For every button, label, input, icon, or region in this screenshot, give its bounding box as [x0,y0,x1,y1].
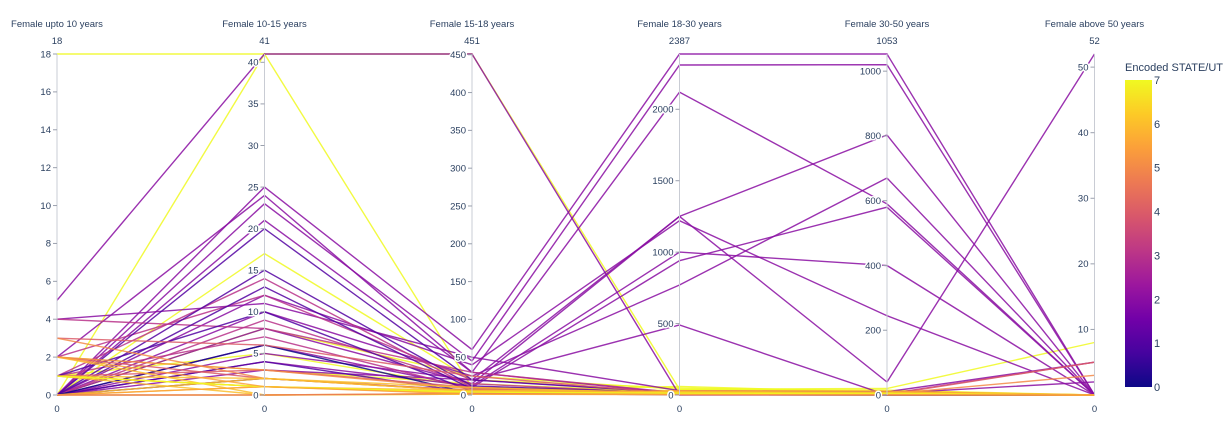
tick-label: 600 [865,196,881,207]
data-line [56,219,1095,396]
tick-label: 400 [450,88,466,99]
data-line [56,177,1096,396]
tick-label: 200 [450,239,466,250]
tick-label: 250 [450,201,466,212]
axis-max-label: 52 [1089,36,1100,47]
axis-title: Female 15-18 years [430,19,515,30]
tick-label: 450 [450,50,466,61]
colorbar-tick-label: 3 [1154,250,1160,262]
tick-label: 1000 [860,66,881,77]
colorbar-tick-label: 7 [1154,75,1160,87]
colorbar-scale [1125,80,1152,387]
tick-label: 20 [248,224,259,235]
axis-min-label: 0 [262,404,267,415]
tick-label: 0 [461,390,466,401]
axis[interactable]: 0 5 10 15 20 25 30 35 40 Female 10-15 years 41 0 [222,19,307,415]
data-line [56,302,1095,393]
colorbar-tick-label: 4 [1154,207,1160,219]
data-line [56,356,1095,396]
axis-max-label: 1053 [876,36,897,47]
axis-min-label: 0 [677,404,682,415]
axis-title: Female 18-30 years [637,19,722,30]
tick-label: 400 [865,261,881,272]
tick-label: 50 [1078,62,1089,73]
axis[interactable]: 0 500 1000 1500 2000 Female 18-30 years 2387 0 [637,19,722,415]
tick-label: 6 [46,277,51,288]
tick-label: 200 [865,326,881,337]
tick-label: 18 [40,49,51,60]
tick-label: 40 [248,58,259,69]
tick-label: 40 [1078,128,1089,139]
tick-label: 100 [450,315,466,326]
axis-min-label: 0 [1092,404,1097,415]
axis-max-label: 2387 [669,36,690,47]
axis[interactable]: 10 20 30 40 50 Female above 50 years 52 0 [1045,19,1145,415]
tick-label: 150 [450,277,466,288]
tick-label: 20 [1078,259,1089,270]
axis-min-label: 0 [54,404,59,415]
tick-label: 12 [40,163,51,174]
axis[interactable]: 0 50 100 150 200 250 300 350 400 450 Female 15-18 … [430,19,515,415]
data-lines [56,52,1096,396]
tick-label: 0 [876,390,881,401]
axis-max-label: 451 [464,36,480,47]
tick-label: 800 [865,131,881,142]
tick-label: 10 [248,307,259,318]
axis-min-label: 0 [884,404,889,415]
tick-label: 0 [668,390,673,401]
tick-label: 5 [253,349,258,360]
colorbar-tick-label: 5 [1154,163,1160,175]
tick-label: 2000 [652,105,673,116]
colorbar-tick-label: 1 [1154,338,1160,350]
tick-label: 0 [46,390,51,401]
tick-label: 500 [658,319,674,330]
colorbar-title: Encoded STATE/UT [1125,62,1223,74]
axis-max-label: 18 [52,36,63,47]
axis[interactable]: 0 200 400 600 800 1000 Female 30-50 years 1053 0 [845,19,930,415]
tick-label: 30 [248,141,259,152]
tick-label: 10 [40,201,51,212]
tick-label: 300 [450,163,466,174]
axis-title: Female upto 10 years [11,19,103,30]
axis-max-label: 41 [259,36,270,47]
tick-label: 50 [455,352,466,363]
colorbar-tick-label: 6 [1154,119,1160,131]
tick-label: 15 [248,266,259,277]
colorbar: Encoded STATE/UT 0 1 2 3 4 5 6 7 [1125,62,1223,394]
colorbar-tick-label: 2 [1154,294,1160,306]
tick-label: 4 [46,315,51,326]
tick-label: 30 [1078,194,1089,205]
data-line [56,53,1096,396]
data-line [56,134,1096,396]
axis-title: Female above 50 years [1045,19,1145,30]
tick-label: 1000 [652,247,673,258]
tick-label: 16 [40,87,51,98]
tick-label: 0 [253,390,258,401]
axis[interactable]: 0 2 4 6 8 10 12 14 16 18 Female upto 10 years 18 0 [11,19,103,415]
tick-label: 25 [248,182,259,193]
tick-label: 14 [40,125,51,136]
tick-label: 1500 [652,176,673,187]
data-line [56,63,1096,396]
axis-min-label: 0 [469,404,474,415]
tick-label: 350 [450,126,466,137]
tick-label: 2 [46,352,51,363]
tick-label: 35 [248,99,259,110]
tick-label: 10 [1078,325,1089,336]
axis-title: Female 30-50 years [845,19,930,30]
colorbar-tick-label: 0 [1154,382,1160,394]
axis-title: Female 10-15 years [222,19,307,30]
data-line [56,91,1095,396]
tick-label: 8 [46,239,51,250]
